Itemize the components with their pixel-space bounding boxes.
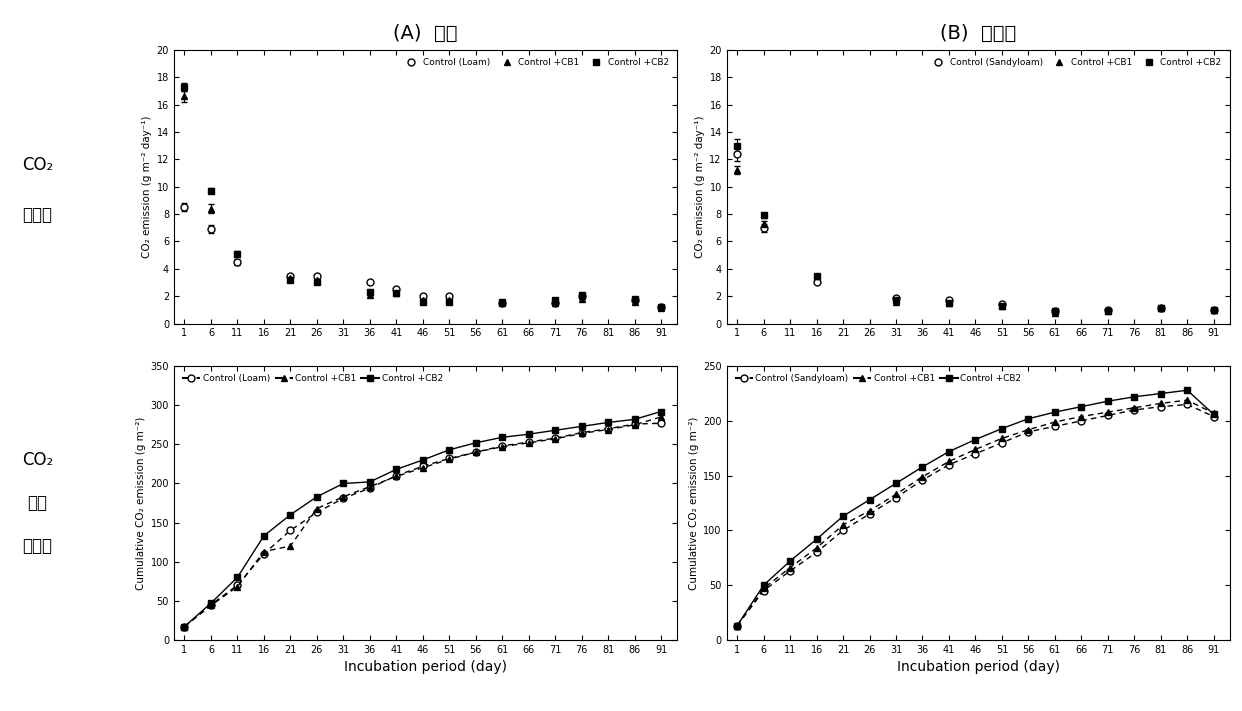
Text: 발생량: 발생량 [22, 206, 52, 224]
Text: (A)  양토: (A) 양토 [394, 23, 457, 43]
Y-axis label: Cumulative CO₂ emission (g m⁻²): Cumulative CO₂ emission (g m⁻²) [137, 417, 147, 589]
Y-axis label: Cumulative CO₂ emission (g m⁻²): Cumulative CO₂ emission (g m⁻²) [689, 417, 699, 589]
Legend: Control (Loam), Control +CB1, Control +CB2: Control (Loam), Control +CB1, Control +C… [399, 54, 672, 70]
Text: 발생량: 발생량 [22, 537, 52, 555]
Y-axis label: CO₂ emission (g m⁻² day⁻¹): CO₂ emission (g m⁻² day⁻¹) [696, 115, 705, 258]
X-axis label: Incubation period (day): Incubation period (day) [344, 661, 507, 674]
Text: (B)  사양토: (B) 사양토 [940, 23, 1016, 43]
Text: CO₂: CO₂ [21, 156, 53, 174]
Legend: Control (Sandyloam), Control +CB1, Control +CB2: Control (Sandyloam), Control +CB1, Contr… [732, 370, 1025, 387]
Legend: Control (Sandyloam), Control +CB1, Control +CB2: Control (Sandyloam), Control +CB1, Contr… [925, 54, 1225, 70]
Y-axis label: CO₂ emission (g m⁻² day⁻¹): CO₂ emission (g m⁻² day⁻¹) [143, 115, 153, 258]
Text: CO₂: CO₂ [21, 451, 53, 469]
Legend: Control (Loam), Control +CB1, Control +CB2: Control (Loam), Control +CB1, Control +C… [179, 370, 447, 387]
X-axis label: Incubation period (day): Incubation period (day) [897, 661, 1059, 674]
Text: 누적: 누적 [27, 494, 47, 512]
